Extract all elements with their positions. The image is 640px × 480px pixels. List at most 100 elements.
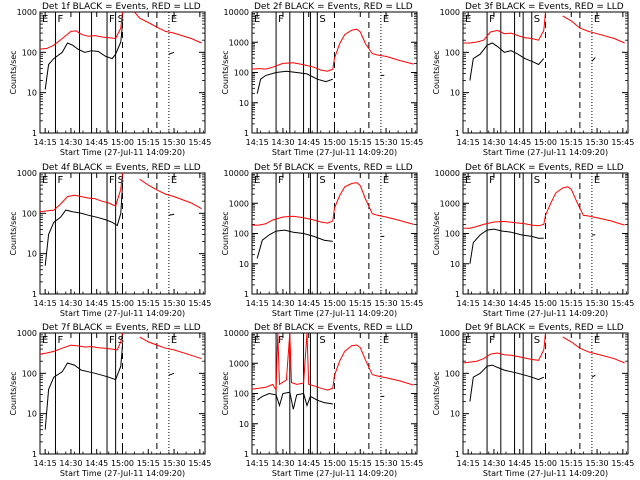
- y-tick-label: 10000: [224, 169, 249, 178]
- y-tick-label: 100: [234, 230, 249, 239]
- marker-label: E: [383, 335, 389, 346]
- marker-label: E: [594, 14, 600, 25]
- marker-label: E: [465, 175, 471, 186]
- series-line-events: [168, 51, 175, 55]
- marker-label: E: [42, 14, 48, 25]
- marker-label: F: [57, 335, 63, 346]
- x-tick-label: 15:00: [111, 459, 134, 468]
- x-tick-label: 14:15: [34, 459, 57, 468]
- y-tick-label: 10000: [224, 329, 249, 338]
- x-axis-label: Start Time (27-Jul-11 14:09:20): [60, 148, 185, 157]
- marker-label: S: [118, 14, 124, 25]
- marker-label: S: [534, 14, 540, 25]
- marker-label: E: [171, 175, 177, 186]
- y-tick-label: 10: [239, 260, 249, 269]
- marker-label: E: [383, 175, 389, 186]
- panel-det-5: Det 5f BLACK = Events, RED = LLD 1 10 100 10…: [221, 163, 423, 318]
- x-axis-label: Start Time (27-Jul-11 14:09:20): [483, 148, 608, 157]
- x-tick-label: 15:15: [349, 299, 372, 308]
- x-tick-label: 15:15: [560, 459, 583, 468]
- x-tick-label: 15:00: [534, 138, 557, 147]
- y-axis-label: Counts/sec: [221, 371, 230, 415]
- y-axis-label: Counts/sec: [9, 50, 18, 94]
- y-tick-label: 100: [22, 48, 37, 57]
- chart-title: Det 3f BLACK = Events, RED = LLD: [465, 2, 624, 12]
- chart-title: Det 2f BLACK = Events, RED = LLD: [254, 2, 413, 12]
- x-tick-label: 15:00: [534, 459, 557, 468]
- x-axis-label: Start Time (27-Jul-11 14:09:20): [483, 309, 608, 318]
- y-tick-label: 1000: [440, 8, 460, 17]
- y-tick-label: 100: [22, 209, 37, 218]
- y-axis-label: Counts/sec: [221, 211, 230, 255]
- series-layer: [252, 182, 414, 259]
- series-line-events: [44, 185, 123, 266]
- x-tick-label: 15:30: [375, 299, 398, 308]
- series-line-lld: [252, 333, 414, 392]
- x-tick-label: 14:30: [271, 299, 294, 308]
- x-axis-label: Start Time (27-Jul-11 14:09:20): [272, 469, 397, 478]
- y-tick-label: 1: [455, 290, 460, 299]
- x-tick-label: 15:30: [586, 459, 609, 468]
- x-tick-label: 15:45: [400, 138, 423, 147]
- x-tick-label: 14:30: [271, 459, 294, 468]
- series-line-lld: [562, 15, 625, 44]
- y-tick-label: 1: [244, 450, 249, 459]
- y-axis-label: Counts/sec: [432, 371, 441, 415]
- y-tick-label: 100: [445, 369, 460, 378]
- x-tick-label: 15:45: [400, 459, 423, 468]
- y-tick-label: 1: [244, 129, 249, 138]
- series-line-events: [256, 229, 333, 259]
- chart-title: Det 4f BLACK = Events, RED = LLD: [42, 163, 201, 173]
- y-axis-label: Counts/sec: [221, 50, 230, 94]
- chart-title: Det 6f BLACK = Events, RED = LLD: [465, 163, 624, 173]
- x-tick-label: 14:45: [85, 299, 108, 308]
- marker-label: E: [171, 335, 177, 346]
- marker-label: F: [109, 335, 115, 346]
- panel-det-6: Det 6f BLACK = Events, RED = LLD 1 10 100 10…: [432, 163, 634, 318]
- x-tick-label: 14:45: [297, 138, 320, 147]
- y-tick-label: 1: [455, 129, 460, 138]
- x-tick-label: 15:00: [323, 138, 346, 147]
- marker-label: S: [319, 335, 325, 346]
- y-tick-label: 1000: [440, 199, 460, 208]
- y-tick-label: 100: [234, 69, 249, 78]
- chart-title: Det 7f BLACK = Events, RED = LLD: [42, 323, 201, 333]
- series-layer: [40, 333, 202, 430]
- marker-label: F: [109, 14, 115, 25]
- y-axis-label: Counts/sec: [432, 211, 441, 255]
- series-line-lld: [252, 182, 414, 226]
- x-tick-label: 15:30: [163, 459, 186, 468]
- series-line-events: [168, 372, 175, 376]
- marker-label: E: [171, 14, 177, 25]
- x-tick-label: 14:30: [482, 299, 505, 308]
- x-tick-label: 14:45: [85, 459, 108, 468]
- x-tick-label: 15:00: [323, 299, 346, 308]
- y-tick-label: 10: [239, 420, 249, 429]
- x-tick-label: 15:00: [323, 459, 346, 468]
- y-tick-label: 1000: [17, 329, 37, 338]
- x-tick-label: 14:45: [297, 459, 320, 468]
- series-line-events: [469, 228, 544, 264]
- series-line-events: [44, 345, 123, 430]
- x-tick-label: 15:30: [586, 138, 609, 147]
- series-layer: [463, 12, 625, 81]
- marker-label: F: [278, 175, 284, 186]
- y-tick-label: 100: [445, 48, 460, 57]
- x-tick-label: 14:30: [482, 138, 505, 147]
- y-axis-label: Counts/sec: [432, 50, 441, 94]
- series-line-lld: [463, 12, 546, 44]
- x-axis-label: Start Time (27-Jul-11 14:09:20): [60, 469, 185, 478]
- marker-label: E: [594, 175, 600, 186]
- y-tick-label: 10: [27, 410, 37, 419]
- x-axis-label: Start Time (27-Jul-11 14:09:20): [272, 309, 397, 318]
- y-tick-label: 1: [32, 129, 37, 138]
- marker-label: F: [489, 175, 495, 186]
- x-tick-label: 15:30: [163, 138, 186, 147]
- x-tick-label: 14:15: [246, 299, 269, 308]
- x-tick-label: 15:45: [188, 138, 211, 147]
- marker-label: E: [465, 335, 471, 346]
- series-line-events: [44, 24, 123, 90]
- marker-label: S: [319, 14, 325, 25]
- y-tick-label: 100: [234, 390, 249, 399]
- marker-label: E: [594, 335, 600, 346]
